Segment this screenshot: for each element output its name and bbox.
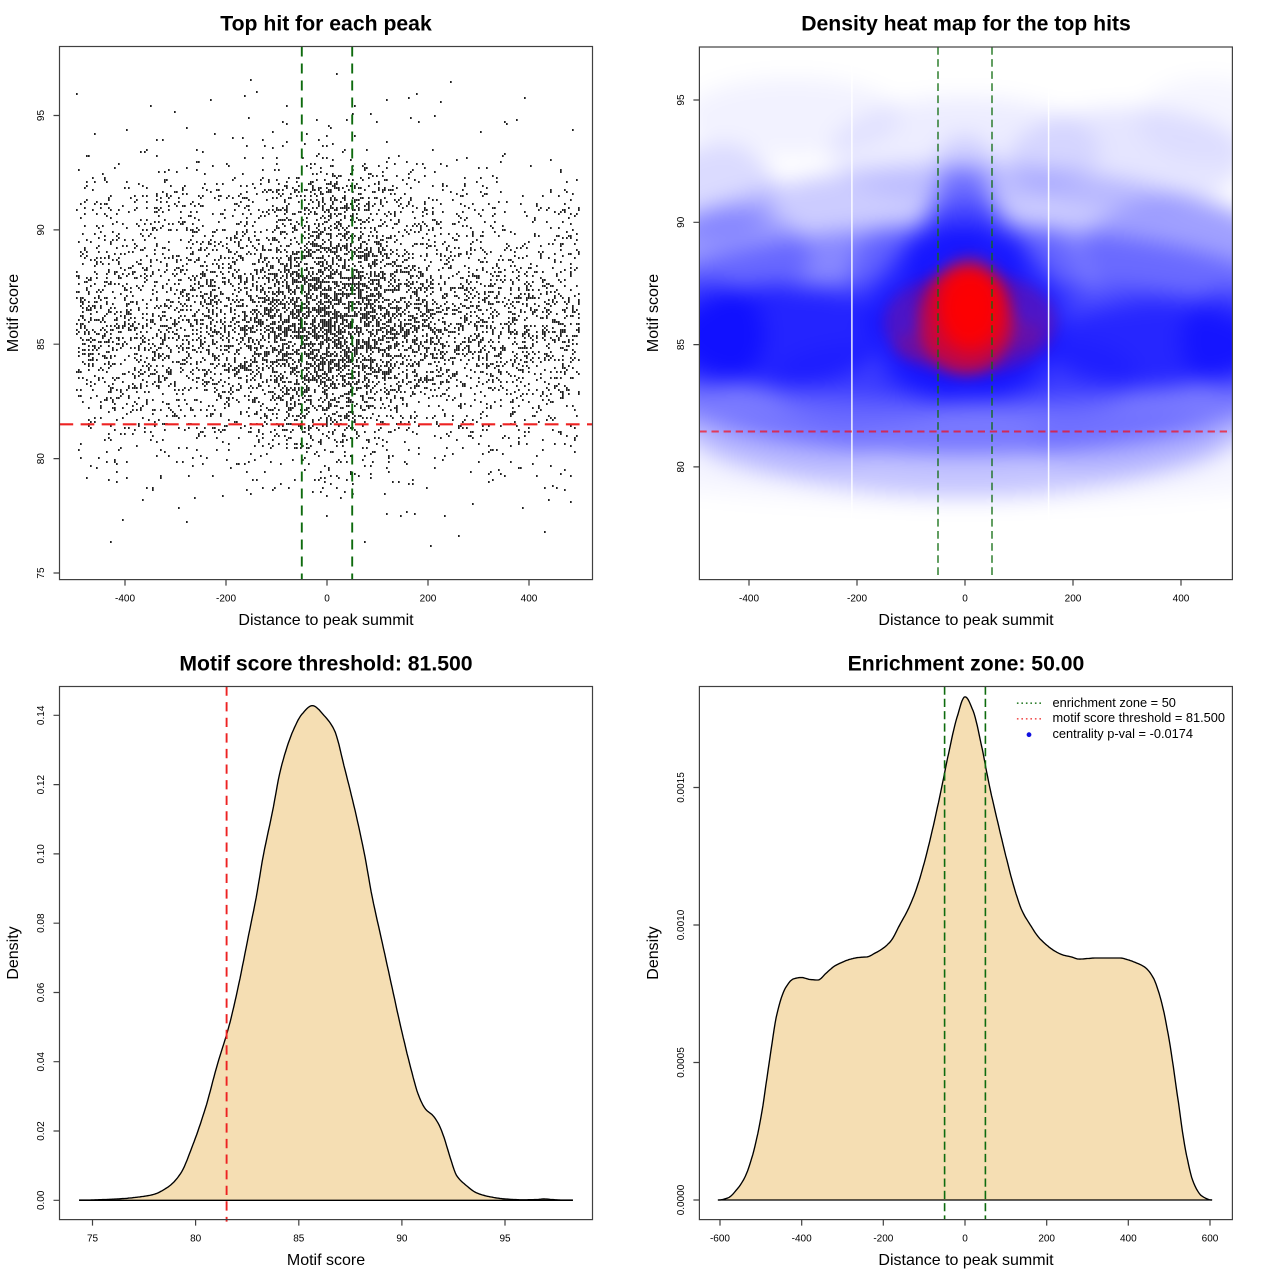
svg-text:0.02: 0.02 — [36, 1121, 47, 1141]
svg-text:Top hit for each peak: Top hit for each peak — [220, 13, 432, 36]
svg-text:0.00: 0.00 — [36, 1190, 47, 1210]
svg-text:-200: -200 — [216, 594, 236, 605]
svg-text:0.0005: 0.0005 — [676, 1047, 687, 1078]
svg-text:-200: -200 — [873, 1234, 893, 1245]
svg-text:0: 0 — [962, 594, 968, 605]
svg-text:85: 85 — [36, 338, 47, 350]
svg-text:Density: Density — [5, 926, 22, 979]
svg-text:Motif score: Motif score — [645, 274, 662, 352]
svg-text:75: 75 — [36, 567, 47, 579]
svg-text:-600: -600 — [710, 1234, 730, 1245]
svg-text:200: 200 — [420, 594, 437, 605]
svg-text:80: 80 — [190, 1234, 202, 1245]
svg-text:-200: -200 — [847, 594, 867, 605]
svg-text:Distance to peak summit: Distance to peak summit — [238, 612, 414, 629]
svg-text:-400: -400 — [739, 594, 759, 605]
svg-text:Motif score: Motif score — [287, 1252, 365, 1269]
svg-text:95: 95 — [499, 1234, 511, 1245]
svg-text:Distance to peak summit: Distance to peak summit — [878, 612, 1054, 629]
svg-text:Density heat map for the top h: Density heat map for the top hits — [801, 13, 1131, 36]
svg-text:200: 200 — [1065, 594, 1082, 605]
svg-text:Distance to peak summit: Distance to peak summit — [878, 1252, 1054, 1269]
svg-text:0.04: 0.04 — [36, 1052, 47, 1072]
svg-text:600: 600 — [1202, 1234, 1219, 1245]
svg-text:80: 80 — [36, 453, 47, 465]
svg-text:80: 80 — [676, 461, 687, 473]
svg-text:85: 85 — [676, 339, 687, 351]
svg-text:centrality p-val = -0.0174: centrality p-val = -0.0174 — [1053, 726, 1194, 741]
svg-text:90: 90 — [396, 1234, 408, 1245]
svg-text:95: 95 — [676, 94, 687, 106]
svg-text:85: 85 — [293, 1234, 305, 1245]
svg-text:75: 75 — [87, 1234, 99, 1245]
svg-text:0: 0 — [324, 594, 330, 605]
svg-text:0.10: 0.10 — [36, 844, 47, 864]
svg-text:motif score threshold = 81.500: motif score threshold = 81.500 — [1053, 710, 1226, 725]
svg-text:enrichment zone = 50: enrichment zone = 50 — [1053, 695, 1176, 710]
svg-text:-400: -400 — [115, 594, 135, 605]
svg-text:Enrichment zone: 50.00: Enrichment zone: 50.00 — [848, 652, 1085, 675]
svg-text:0.06: 0.06 — [36, 982, 47, 1002]
svg-text:90: 90 — [36, 224, 47, 236]
svg-text:400: 400 — [1120, 1234, 1137, 1245]
svg-text:Motif score: Motif score — [5, 274, 22, 352]
svg-text:0.14: 0.14 — [36, 705, 47, 725]
svg-text:400: 400 — [521, 594, 538, 605]
svg-text:400: 400 — [1173, 594, 1190, 605]
svg-text:-400: -400 — [792, 1234, 812, 1245]
svg-text:0.0010: 0.0010 — [676, 909, 687, 940]
svg-text:200: 200 — [1038, 1234, 1055, 1245]
svg-text:90: 90 — [676, 216, 687, 228]
svg-text:Density: Density — [645, 926, 662, 979]
svg-text:Motif score threshold: 81.500: Motif score threshold: 81.500 — [179, 652, 472, 675]
svg-text:0.0015: 0.0015 — [676, 772, 687, 803]
svg-text:95: 95 — [36, 110, 47, 122]
svg-text:0.0000: 0.0000 — [676, 1184, 687, 1215]
svg-text:0: 0 — [962, 1234, 968, 1245]
svg-text:0.08: 0.08 — [36, 913, 47, 933]
svg-text:0.12: 0.12 — [36, 774, 47, 794]
